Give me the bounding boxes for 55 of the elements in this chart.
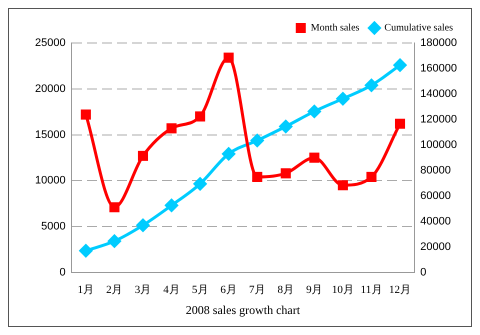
point (165, 198, 178, 212)
x-tick-label: 10月 (332, 284, 354, 296)
x-axis-title: 2008 sales growth chart (186, 302, 301, 317)
y2-tick-label: 20000 (420, 240, 451, 253)
y-tick-label: 5000 (41, 220, 66, 233)
legend-label: Month sales (310, 22, 360, 34)
x-tick-label: 1月 (78, 284, 94, 296)
legend-label: Cumulative sales (384, 22, 454, 34)
point (279, 120, 292, 133)
point (194, 177, 207, 190)
x-tick-label: 12月 (389, 284, 412, 296)
point (80, 110, 91, 120)
point (338, 180, 348, 190)
y2-tick-label: 140000 (420, 88, 458, 100)
y2-tick-label: 40000 (420, 215, 451, 228)
point (280, 168, 291, 178)
y2-tick-label: 0 (420, 266, 426, 278)
y2-tick-label: 100000 (420, 138, 458, 151)
point (309, 152, 320, 163)
point (108, 234, 121, 248)
point (366, 172, 376, 182)
point (364, 78, 378, 92)
point (308, 104, 321, 118)
x-tick-label: 7月 (248, 284, 266, 296)
point (394, 118, 406, 129)
y-tick-label: 0 (59, 266, 66, 278)
x-tick-label: 9月 (306, 284, 323, 296)
y-tick-label: 20000 (34, 82, 66, 95)
x-tick-label: 8月 (278, 284, 294, 296)
point (166, 123, 177, 134)
x-tick-label: 3月 (134, 284, 152, 296)
y-tick-label: 25000 (34, 37, 66, 50)
y-tick-label: 10000 (34, 174, 66, 187)
point (336, 92, 350, 106)
point (394, 58, 407, 72)
y-tick-label: 15000 (34, 128, 66, 141)
x-tick-label: 11月 (360, 284, 382, 296)
point (138, 150, 148, 161)
point (250, 134, 264, 147)
x-tick-label: 6月 (220, 284, 237, 296)
point (252, 172, 262, 182)
x-tick-label: 4月 (163, 284, 180, 296)
point (195, 111, 206, 122)
x-tick-label: 2月 (106, 284, 123, 296)
y2-tick-label: 120000 (420, 114, 458, 126)
y2-tick-label: 60000 (420, 190, 451, 202)
point (222, 147, 236, 160)
y2-tick-label: 160000 (420, 62, 458, 75)
x-tick-label: 5月 (192, 284, 208, 296)
point (79, 244, 92, 258)
y2-tick-label: 80000 (420, 164, 451, 176)
point (136, 218, 150, 232)
y2-tick-label: 180000 (420, 37, 458, 50)
point (109, 202, 120, 212)
point (224, 52, 234, 63)
